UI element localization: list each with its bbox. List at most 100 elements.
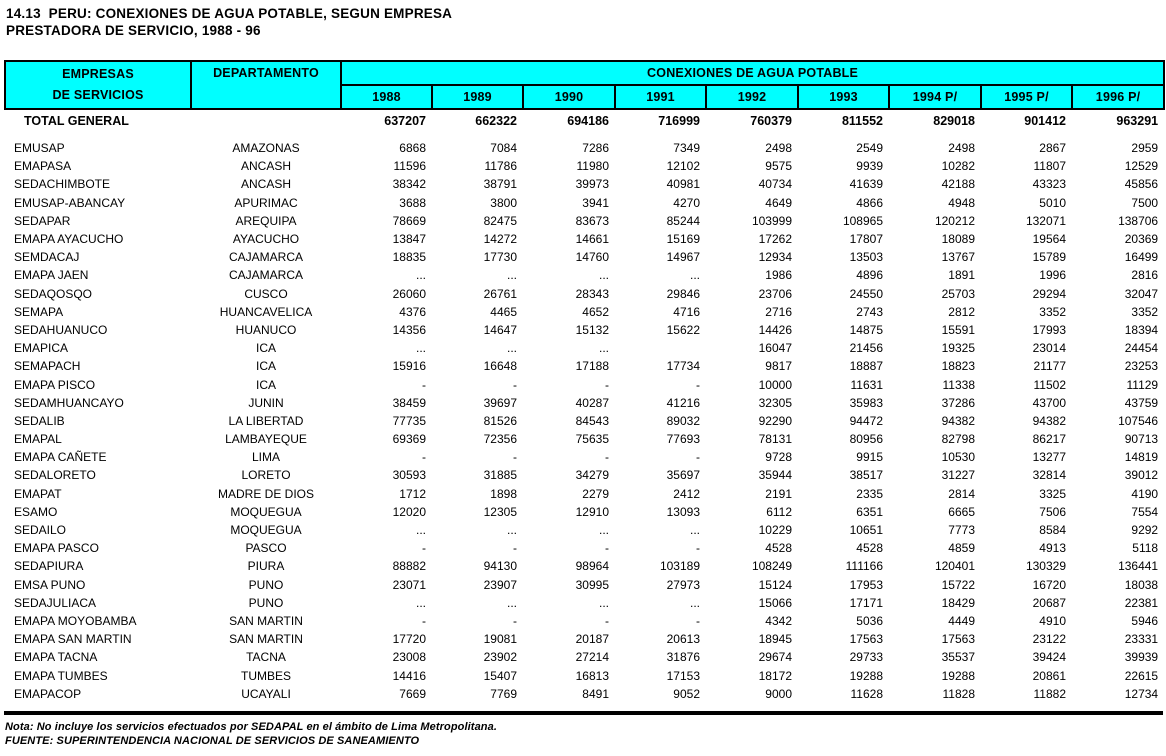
- value-cell: 7286: [582, 141, 609, 156]
- value-cell: 4896: [856, 268, 883, 283]
- value-cell: 2498: [948, 141, 975, 156]
- value-cell: 41216: [666, 395, 700, 410]
- department-cell: CAJAMARCA: [228, 268, 303, 283]
- value-cell: 21456: [849, 341, 883, 356]
- value-cell: -: [605, 450, 609, 465]
- value-cell: 38517: [849, 468, 883, 483]
- header-departamento-label: DEPARTAMENTO: [213, 66, 319, 80]
- value-cell: 14356: [392, 322, 426, 337]
- table-row: EMAPA PASCO PASCO - - - - 4528 4528 4859 4913 5118: [5, 539, 1164, 557]
- value-cell: 81526: [483, 413, 517, 428]
- company-cell: EMAPA CAÑETE: [14, 450, 107, 465]
- value-cell: 31227: [941, 468, 975, 483]
- value-cell: 13093: [666, 504, 700, 519]
- value-cell: 130329: [1025, 559, 1066, 574]
- value-cell: 15622: [666, 322, 700, 337]
- company-cell: EMAPICA: [14, 341, 69, 356]
- value-cell: 10229: [758, 523, 792, 538]
- value-cell: 31876: [666, 650, 700, 665]
- department-cell: CAJAMARCA: [228, 250, 303, 265]
- table-row: ESAMO MOQUEGUA 12020 12305 12910 13093 6112 635…: [5, 503, 1164, 521]
- value-cell: 2812: [948, 304, 975, 319]
- table-row: SEDAQOSQO CUSCO 26060 26761 28343 29846 23706 2…: [5, 285, 1164, 303]
- value-cell: 13503: [849, 250, 883, 265]
- value-cell: 23706: [758, 286, 792, 301]
- company-cell: EMAPA PASCO: [14, 541, 99, 556]
- value-cell: ...: [506, 341, 517, 356]
- table-row: SEDALORETO LORETO 30593 31885 34279 35697 3594…: [5, 466, 1164, 484]
- value-cell: 132071: [1025, 213, 1066, 228]
- value-cell: 86217: [1032, 432, 1066, 447]
- value-cell: 32814: [1032, 468, 1066, 483]
- value-cell: 107546: [1118, 413, 1159, 428]
- value-cell: 4376: [399, 304, 426, 319]
- value-cell: 1712: [399, 486, 426, 501]
- table-row: EMAPASA ANCASH 11596 11786 11980 12102 9575 993…: [5, 157, 1164, 175]
- value-cell: 29294: [1032, 286, 1066, 301]
- company-cell: EMUSAP-ABANCAY: [14, 195, 126, 210]
- table-row: EMAPA TUMBES TUMBES 14416 15407 16813 17153 18…: [5, 666, 1164, 684]
- table-bottom-rule: [4, 711, 1163, 715]
- value-cell: 10282: [941, 159, 975, 174]
- value-cell: 23331: [1124, 632, 1159, 647]
- value-cell: 4342: [765, 613, 792, 628]
- value-cell: 10651: [849, 523, 883, 538]
- value-cell: 103189: [659, 559, 700, 574]
- value-cell: 23071: [392, 577, 426, 592]
- value-cell: 17563: [849, 632, 883, 647]
- total-value-cell: 829018: [933, 114, 975, 128]
- table-row: SEDAPAR AREQUIPA 78669 82475 83673 85244 10399…: [5, 212, 1164, 230]
- value-cell: 17720: [392, 632, 426, 647]
- department-cell: UCAYALI: [241, 686, 291, 701]
- value-cell: 7506: [1039, 504, 1066, 519]
- department-cell: ANCASH: [240, 177, 291, 192]
- value-cell: 98964: [575, 559, 609, 574]
- company-cell: SEDAQOSQO: [14, 286, 93, 301]
- value-cell: 12305: [483, 504, 517, 519]
- value-cell: 11129: [1126, 377, 1159, 392]
- value-cell: 14272: [483, 232, 517, 247]
- value-cell: 82475: [483, 213, 517, 228]
- page-title-line1: 14.13 PERU: CONEXIONES DE AGUA POTABLE, …: [6, 6, 453, 21]
- value-cell: 69369: [392, 432, 426, 447]
- department-cell: SAN MARTIN: [229, 613, 303, 628]
- value-cell: 18394: [1124, 322, 1159, 337]
- value-cell: 15066: [758, 595, 792, 610]
- value-cell: -: [605, 377, 609, 392]
- value-cell: 23008: [392, 650, 426, 665]
- value-cell: 32047: [1124, 286, 1159, 301]
- value-cell: 72356: [483, 432, 517, 447]
- value-cell: 23014: [1032, 341, 1066, 356]
- value-cell: 23253: [1124, 359, 1159, 374]
- value-cell: 4649: [765, 195, 792, 210]
- value-cell: 2867: [1039, 141, 1066, 156]
- value-cell: 38791: [483, 177, 517, 192]
- value-cell: 120401: [934, 559, 975, 574]
- value-cell: 14426: [758, 322, 792, 337]
- year-header-cell: 1989: [431, 84, 524, 110]
- value-cell: 1891: [948, 268, 975, 283]
- company-cell: SEDAJULIACA: [14, 595, 97, 610]
- header-empresas-line2: DE SERVICIOS: [52, 88, 144, 102]
- value-cell: 12934: [758, 250, 792, 265]
- value-cell: -: [422, 450, 426, 465]
- value-cell: 31885: [483, 468, 517, 483]
- value-cell: 14661: [575, 232, 609, 247]
- value-cell: 10530: [941, 450, 975, 465]
- total-general-row: TOTAL GENERAL 637207 662322 694186 716999 76…: [5, 109, 1164, 139]
- department-cell: MOQUEGUA: [230, 523, 302, 538]
- year-header-row: 1988 1989 1990 1991 1992 1993 1994 P/1995 P/19…: [5, 84, 1166, 110]
- department-cell: APURIMAC: [234, 195, 298, 210]
- value-cell: 17563: [941, 632, 975, 647]
- value-cell: 39939: [1124, 650, 1159, 665]
- value-cell: 138706: [1118, 213, 1159, 228]
- value-cell: -: [422, 613, 426, 628]
- value-cell: 80956: [849, 432, 883, 447]
- company-cell: EMAPAL: [14, 432, 62, 447]
- value-cell: 23907: [483, 577, 517, 592]
- department-cell: LA LIBERTAD: [228, 413, 304, 428]
- value-cell: 43323: [1032, 177, 1066, 192]
- value-cell: 22615: [1124, 668, 1159, 683]
- total-value-cell: 716999: [658, 114, 700, 128]
- value-cell: ...: [506, 595, 517, 610]
